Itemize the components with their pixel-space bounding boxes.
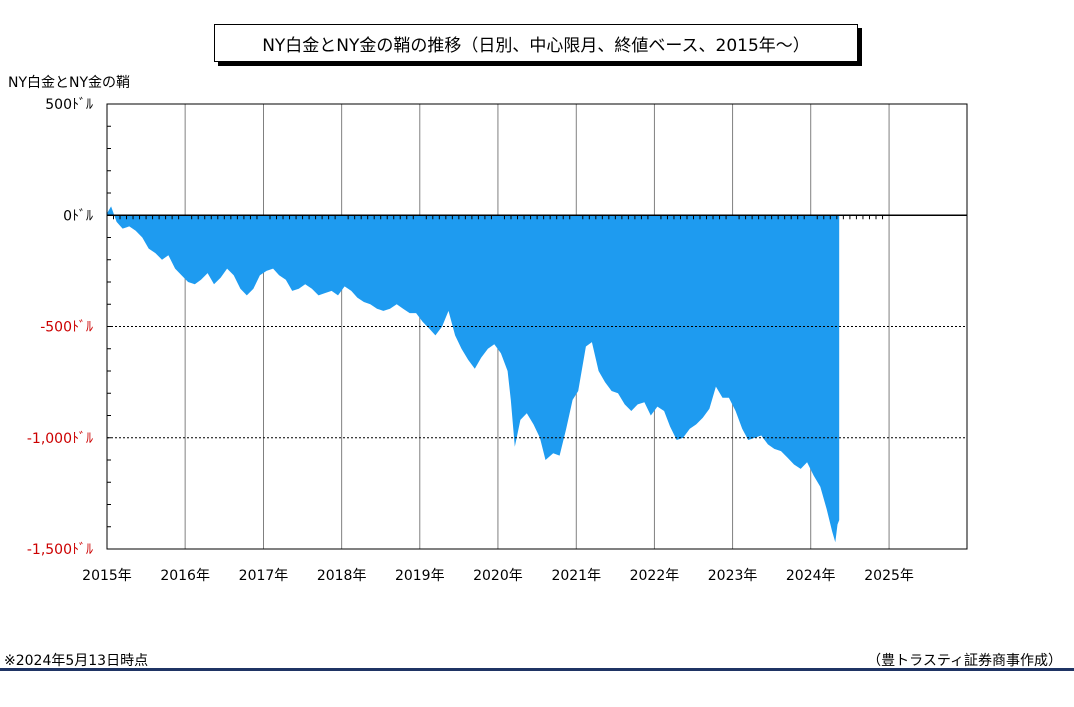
y-tick-label: -500ﾄﾞﾙ [40,320,93,336]
x-tick-label: 2017年 [239,568,289,584]
x-tick-label: 2015年 [82,568,132,584]
x-tick-label: 2024年 [786,568,836,584]
x-tick-label: 2020年 [473,568,523,584]
y-tick-label: -1,500ﾄﾞﾙ [27,542,93,558]
x-tick-label: 2023年 [708,568,758,584]
timestamp-note: ※2024年5月13日時点 [4,653,149,669]
bottom-rule [0,668,1074,671]
y-minor-ticks [107,103,111,550]
chart-title: NY白金とNY金の鞘の推移（日別、中心限月、終値ベース、2015年～） [214,24,858,62]
y-tick-label: 0ﾄﾞﾙ [63,208,93,224]
y-axis-label: NY白金とNY金の鞘 [8,75,131,91]
zero-axis [107,214,967,220]
x-tick-label: 2018年 [317,568,367,584]
x-tick-label: 2025年 [864,568,914,584]
x-tick-label: 2021年 [551,568,601,584]
y-tick-label: -1,000ﾄﾞﾙ [27,431,93,447]
x-tick-labels: 2015年 2016年 2017年 2018年 2019年 2020年 2021年 2022年… [82,568,914,584]
y-tick-label: 500ﾄﾞﾙ [45,97,93,113]
credit-note: （豊トラスティ証券商事作成） [867,653,1062,669]
horizontal-gridlines [107,326,967,439]
x-tick-label: 2019年 [395,568,445,584]
x-tick-label: 2022年 [630,568,680,584]
y-tick-labels: 500ﾄﾞﾙ 0ﾄﾞﾙ -500ﾄﾞﾙ -1,000ﾄﾞﾙ -1,500ﾄﾞﾙ [27,97,93,558]
x-tick-label: 2016年 [160,568,210,584]
spread-area [107,206,840,543]
